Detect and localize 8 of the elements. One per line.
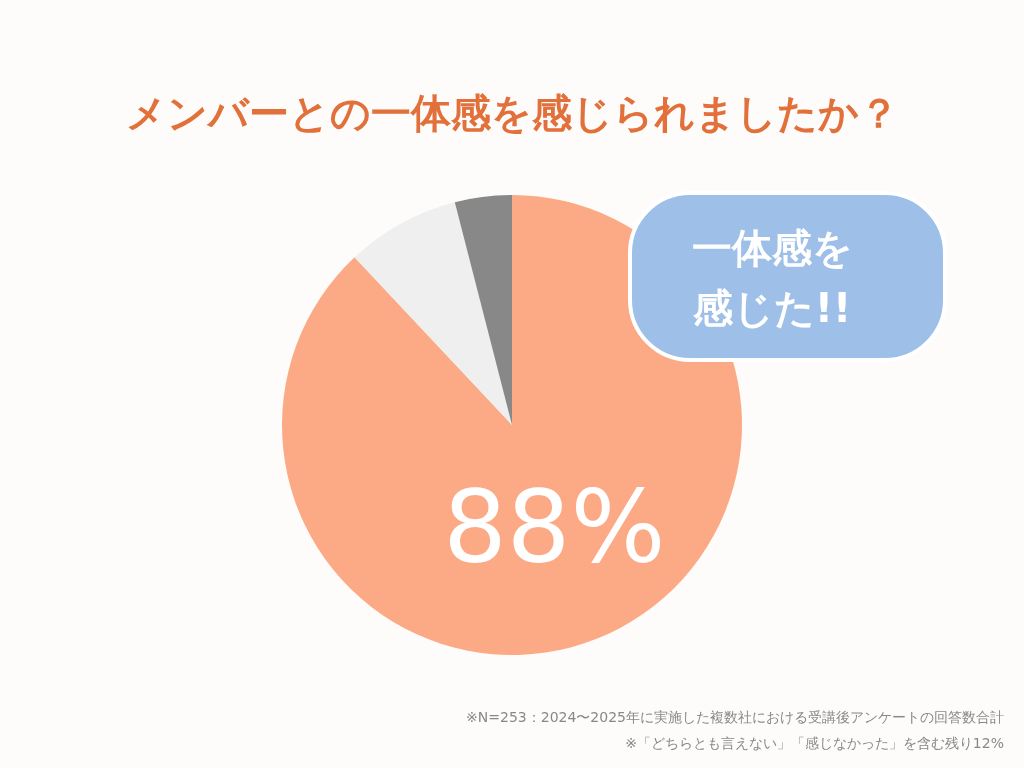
text: 一体感を bbox=[691, 225, 853, 271]
chart-title: メンバーとの一体感を感じられましたか？ bbox=[125, 90, 899, 136]
pie-slice bbox=[354, 202, 512, 425]
text: ※「どちらとも言えない」「感じなかった」を含む残り12% bbox=[625, 735, 1004, 751]
pie-slice bbox=[454, 195, 512, 425]
text: 感じた!! bbox=[691, 285, 852, 331]
data-label: 88% bbox=[443, 468, 666, 586]
text: ※N=253：2024〜2025年に実施した複数社における受講後アンケートの回答数合計 bbox=[466, 709, 1004, 725]
